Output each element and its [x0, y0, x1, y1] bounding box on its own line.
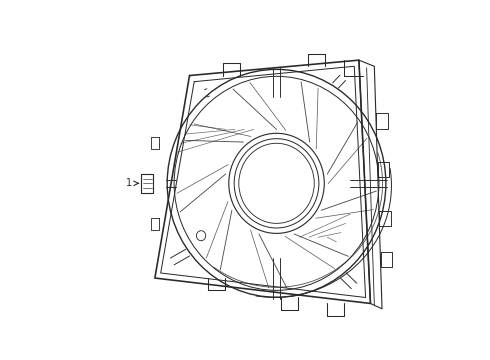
- Text: 1: 1: [125, 178, 132, 188]
